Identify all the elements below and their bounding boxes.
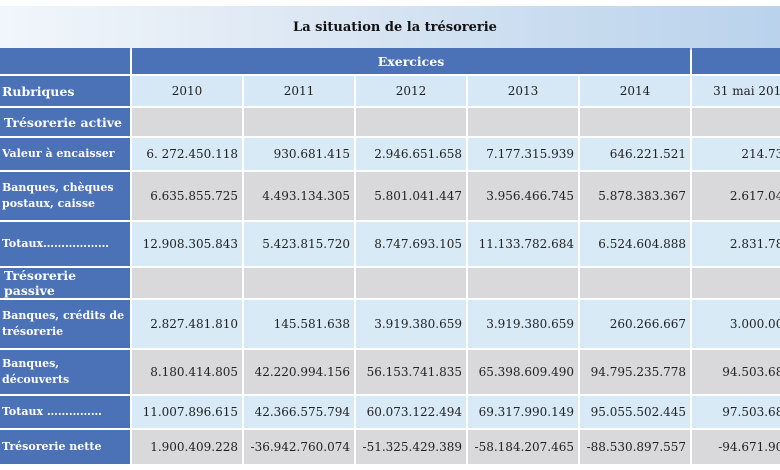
table-caption: La situation de la trésorerie [0, 6, 780, 50]
value-cell: 7.177.315.939 [468, 138, 578, 170]
value-cell: 2.827.481.810 [132, 300, 242, 348]
value-cell: 4.493.134.305 [244, 172, 354, 220]
header-exercices: Exercices [132, 48, 691, 74]
value-cell: 94.795.235.778 [580, 350, 691, 394]
value-cell: 1.900.409.228 [132, 430, 242, 464]
value-cell: 97.503.685.36 [692, 396, 780, 428]
value-cell: 56.153.741.835 [356, 350, 466, 394]
value-cell: 6.524.604.888 [580, 222, 691, 266]
table-row-totaux-passive: Totaux …………… 11.007.896.615 42.366.575.7… [0, 396, 780, 428]
value-cell: -88.530.897.557 [580, 430, 691, 464]
year-header: 2013 [468, 76, 578, 106]
value-cell: 2.946.651.658 [356, 138, 466, 170]
value-cell: 94.503.685.36 [692, 350, 780, 394]
value-cell: 8.747.693.105 [356, 222, 466, 266]
value-cell: 3.919.380.659 [356, 300, 466, 348]
value-cell: 5.801.041.447 [356, 172, 466, 220]
value-cell: 3.919.380.659 [468, 300, 578, 348]
value-cell: 6.635.855.725 [132, 172, 242, 220]
table-row-banques-cheques: Banques, chèques postaux, caisse 6.635.8… [0, 172, 780, 220]
value-cell: 2.617.042.59 [692, 172, 780, 220]
row-label: Valeur à encaisser [0, 138, 130, 170]
value-cell: 11.007.896.615 [132, 396, 242, 428]
year-header: 2012 [356, 76, 466, 106]
value-cell: 214.738.00 [692, 138, 780, 170]
row-label: Totaux …………… [0, 396, 130, 428]
value-cell: 60.073.122.494 [356, 396, 466, 428]
value-cell: 6. 272.450.118 [132, 138, 242, 170]
value-cell: 12.908.305.843 [132, 222, 242, 266]
value-cell: 260.266.667 [580, 300, 691, 348]
row-label: Trésorerie nette [0, 430, 130, 464]
header-rubriques: Rubriques [0, 76, 130, 106]
section-title-passive: Trésorerie passive [0, 268, 130, 298]
value-cell: 145.581.638 [244, 300, 354, 348]
value-cell: -58.184.207.465 [468, 430, 578, 464]
year-header: 2014 [580, 76, 691, 106]
table-row-banques-decouverts: Banques, découverts 8.180.414.805 42.220… [0, 350, 780, 394]
section-title-active: Trésorerie active [0, 108, 130, 136]
value-cell: 5.878.383.367 [580, 172, 691, 220]
value-cell: 42.220.994.156 [244, 350, 354, 394]
row-label: Banques, crédits de trésorerie [0, 300, 130, 348]
value-cell: 8.180.414.805 [132, 350, 242, 394]
table-row-totaux-active: Totaux……………… 12.908.305.843 5.423.815.72… [0, 222, 780, 266]
table-row-nette: Trésorerie nette 1.900.409.228 -36.942.7… [0, 430, 780, 464]
row-label: Totaux……………… [0, 222, 130, 266]
year-header: 2010 [132, 76, 242, 106]
row-label: Banques, découverts [0, 350, 130, 394]
value-cell: 3.956.466.745 [468, 172, 578, 220]
year-header: 31 mai 2015 [692, 76, 780, 106]
row-label: Banques, chèques postaux, caisse [0, 172, 130, 220]
value-cell: 42.366.575.794 [244, 396, 354, 428]
value-cell: 646.221.521 [580, 138, 691, 170]
value-cell: 11.133.782.684 [468, 222, 578, 266]
value-cell: 3.000.000.00 [692, 300, 780, 348]
value-cell: -51.325.429.389 [356, 430, 466, 464]
treasury-table: Exercices Rubriques 2010 2011 2012 2013 … [0, 46, 780, 466]
value-cell: 5.423.815.720 [244, 222, 354, 266]
table-row-valeur: Valeur à encaisser 6. 272.450.118 930.68… [0, 138, 780, 170]
value-cell: 65.398.609.490 [468, 350, 578, 394]
header-blank-cell [0, 48, 130, 74]
table-row-banques-credits: Banques, crédits de trésorerie 2.827.481… [0, 300, 780, 348]
value-cell: 2.831.780.59 [692, 222, 780, 266]
year-header: 2011 [244, 76, 354, 106]
header-row-exercices: Exercices [0, 48, 780, 74]
section-row-active: Trésorerie active [0, 108, 780, 136]
value-cell: 69.317.990.149 [468, 396, 578, 428]
value-cell: -36.942.760.074 [244, 430, 354, 464]
value-cell: -94.671.904.77 [692, 430, 780, 464]
header-blank-cell-right [692, 48, 780, 74]
section-row-passive: Trésorerie passive [0, 268, 780, 298]
value-cell: 95.055.502.445 [580, 396, 691, 428]
value-cell: 930.681.415 [244, 138, 354, 170]
header-row-years: Rubriques 2010 2011 2012 2013 2014 31 ma… [0, 76, 780, 106]
